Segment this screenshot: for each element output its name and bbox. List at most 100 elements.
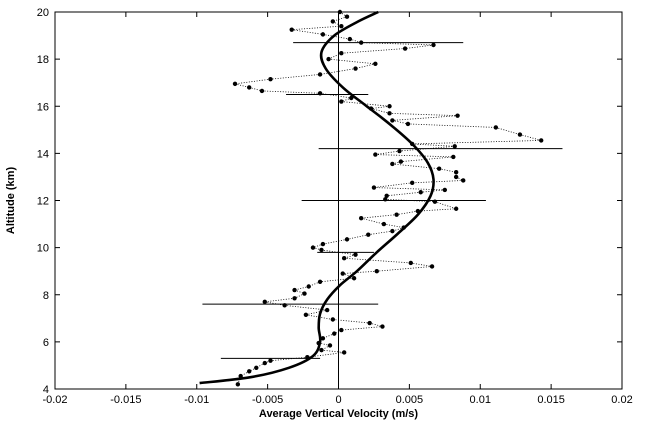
connector-line [412,143,455,147]
y-axis-label: Altitude (km) [5,167,17,235]
observation-point [380,324,385,329]
connector-line [270,74,321,80]
observation-point [317,279,323,284]
observation-point [371,185,377,190]
observation-point [418,190,423,195]
observation-point [289,27,294,32]
y-tick-label: 16 [37,101,49,113]
connector-line [305,309,328,316]
connector-line [389,112,458,117]
connector-line [261,90,321,94]
x-tick-label: -0.015 [110,394,141,406]
observation-point [453,206,459,211]
observation-point [453,174,459,180]
connector-line [284,304,328,311]
observation-point [326,56,331,62]
connector-line [368,230,393,236]
observation-point [517,132,523,137]
fit-curve [199,10,435,385]
connector-line [396,210,418,216]
connector-line [322,33,350,40]
y-tick-label: 14 [37,148,49,160]
connector-line [400,156,454,163]
observation-point [539,138,544,143]
observation-point [303,312,309,317]
y-tick-label: 10 [37,243,49,255]
observation-point [408,260,413,266]
observation-point [310,245,316,250]
observation-point [394,212,399,217]
observation-point [366,232,371,237]
connector-line [439,168,457,173]
connector-line [417,208,457,212]
connector-line [392,119,409,125]
connector-line [405,44,434,49]
connector-line [410,262,433,267]
connector-line [322,333,335,339]
observation-point [340,271,345,276]
observation-point [317,91,323,96]
observation-point [320,32,326,37]
y-tick-label: 12 [37,196,49,208]
connector-line [291,29,323,35]
observation-point [436,166,442,171]
connector-dotted-lines [234,11,542,385]
observation-point [324,307,330,313]
connector-line [386,191,421,197]
observation-points [232,9,544,387]
observation-point [358,215,364,221]
connector-line [349,38,362,44]
observation-point [452,144,457,149]
connector-line [392,227,404,232]
observation-point [387,111,392,116]
observation-point [398,159,404,164]
observation-point [390,228,395,234]
connector-line [291,25,342,31]
connector-line [373,182,413,188]
fit-curve-layer [199,10,435,385]
y-tick-label: 4 [43,384,49,396]
connector-line [341,48,406,54]
observation-point [292,296,297,301]
observation-point [358,40,364,45]
observation-point [344,14,350,19]
observation-point [339,23,344,29]
observation-point [320,241,326,247]
connector-line [318,342,331,346]
observation-point [397,148,402,154]
observation-point [302,291,307,296]
observation-point [451,154,456,160]
observation-point [320,336,326,341]
observation-point [262,299,267,305]
connector-line [342,270,377,274]
observation-point [339,99,344,104]
observation-point [235,382,241,387]
connector-line [264,360,271,364]
x-tick-label: 0.015 [537,394,565,406]
connector-line [321,349,345,353]
observation-point [429,264,435,269]
observation-point [367,320,372,326]
connector-line [264,297,295,303]
connector-line [234,78,271,85]
y-tick-label: 20 [37,7,49,19]
observation-point [319,347,324,353]
observation-point [339,327,344,333]
connector-line [407,123,496,128]
observation-point [268,76,273,82]
connector-line [361,214,397,219]
connector-line [371,108,390,114]
observation-point [405,121,411,127]
observation-point [347,36,353,42]
observation-point [232,81,238,87]
observation-point [387,104,392,109]
connector-line [434,201,457,210]
x-tick-label: -0.005 [252,394,283,406]
observation-point [353,252,358,257]
observation-point [246,369,252,374]
observation-point [330,19,336,24]
observation-point [453,170,459,175]
observation-point [390,161,395,167]
connector-line [385,198,435,203]
